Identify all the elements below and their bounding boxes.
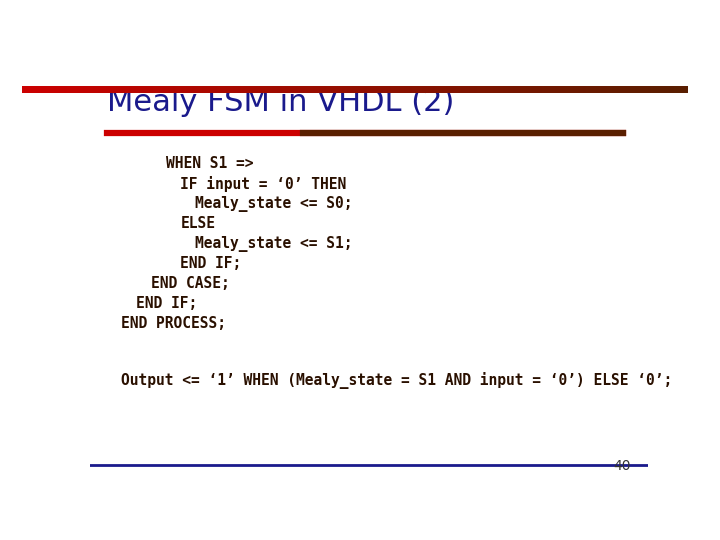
Text: ELSE: ELSE	[181, 216, 215, 231]
Text: Mealy_state <= S0;: Mealy_state <= S0;	[195, 196, 353, 212]
Text: END PROCESS;: END PROCESS;	[122, 316, 227, 331]
Text: END IF;: END IF;	[181, 256, 242, 271]
Text: Output <= ‘1’ WHEN (Mealy_state = S1 AND input = ‘0’) ELSE ‘0’;: Output <= ‘1’ WHEN (Mealy_state = S1 AND…	[122, 372, 672, 389]
Text: Mealy FSM in VHDL (2): Mealy FSM in VHDL (2)	[107, 87, 454, 117]
Text: 40: 40	[613, 459, 631, 473]
Text: END CASE;: END CASE;	[151, 276, 230, 291]
Text: WHEN S1 =>: WHEN S1 =>	[166, 156, 253, 171]
Text: END IF;: END IF;	[136, 296, 197, 311]
Text: Mealy_state <= S1;: Mealy_state <= S1;	[195, 236, 353, 252]
Text: IF input = ‘0’ THEN: IF input = ‘0’ THEN	[181, 176, 346, 192]
